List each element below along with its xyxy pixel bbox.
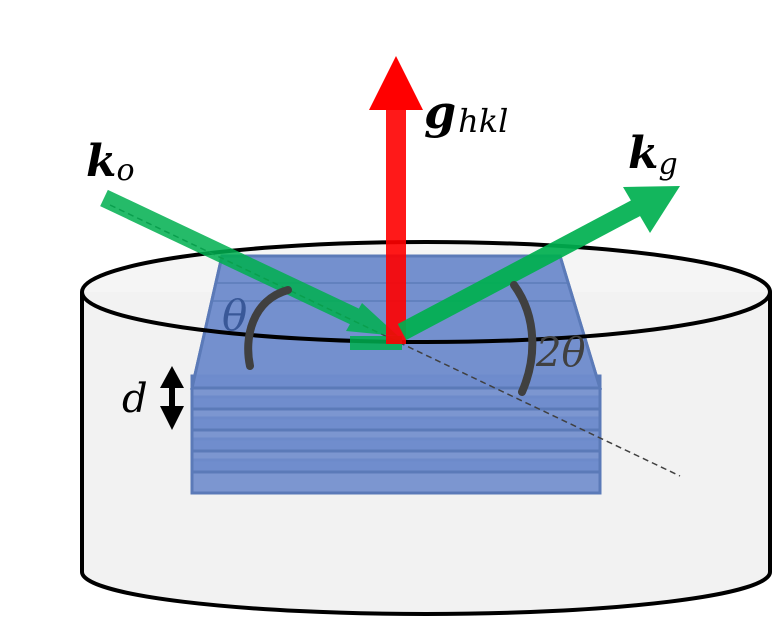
two-theta-angle-arc (510, 281, 537, 396)
spacing-double-arrow-icon (160, 366, 184, 430)
two-theta-label: 2θ (535, 330, 586, 376)
diffracted-vector-label: kg (628, 128, 678, 182)
theta-label: θ (222, 291, 247, 340)
sample-cylinder-top-front (80, 291, 772, 344)
theta-angle-arc (244, 286, 292, 370)
reciprocal-vector-label: ghkl (424, 85, 508, 140)
diffracted-wavevector-arrow (397, 186, 680, 340)
incident-wavevector-arrow (100, 189, 402, 350)
reciprocal-vector-arrow (369, 56, 423, 344)
incident-vector-label: ko (86, 136, 135, 188)
spacing-label: d (122, 376, 148, 422)
